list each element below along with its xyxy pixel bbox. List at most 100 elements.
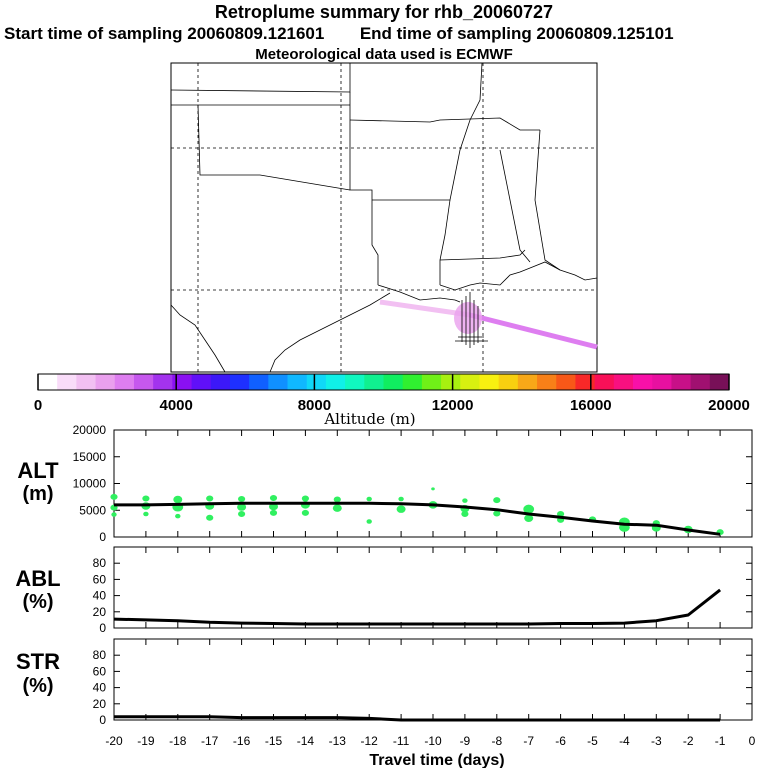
x-tick-label: -7 — [523, 734, 534, 748]
y-tick-label: 0 — [99, 621, 106, 635]
x-tick-label: -4 — [619, 734, 630, 748]
y-tick-label: 20000 — [73, 423, 107, 437]
colorbar-tick-label: 20000 — [708, 397, 750, 414]
y-tick-label: 20 — [93, 605, 107, 619]
colorbar-swatch — [306, 374, 327, 390]
y-tick-label: 10000 — [73, 477, 107, 491]
scatter-point — [110, 493, 118, 500]
x-tick-label: -13 — [329, 734, 347, 748]
colorbar-swatch — [383, 374, 404, 390]
colorbar-tick-label: 16000 — [570, 397, 612, 414]
scatter-point — [175, 513, 181, 519]
scatter-point — [206, 514, 214, 521]
colorbar-tick-label: 8000 — [298, 397, 331, 414]
y-tick-label: 80 — [93, 556, 107, 570]
scatter-point — [333, 496, 341, 503]
x-tick-label: -11 — [393, 734, 410, 748]
colorbar-swatch — [229, 374, 250, 390]
colorbar-swatch — [537, 374, 557, 390]
scatter-point — [111, 512, 117, 517]
map-boundaries — [170, 62, 598, 373]
alt-label: ALT — [17, 458, 59, 483]
scatter-point — [238, 496, 246, 503]
colorbar-tick-label: 0 — [34, 397, 42, 414]
scatter-point — [493, 510, 501, 517]
y-tick-label: 0 — [99, 530, 106, 544]
colorbar-swatch — [133, 374, 154, 390]
colorbar-swatch — [556, 374, 576, 390]
chart-title: Retroplume summary for rhb_20060727 — [214, 2, 554, 22]
str-label: STR — [16, 649, 60, 674]
colorbar-swatch — [709, 374, 730, 390]
end-time-label: End time of sampling 20060809.125101 — [359, 24, 674, 43]
str-panel-frame — [113, 638, 753, 721]
scatter-point — [523, 504, 535, 514]
abl-label: ABL — [15, 566, 60, 591]
x-tick-label: -15 — [265, 734, 283, 748]
scatter-point — [366, 496, 372, 502]
colorbar-swatch — [287, 374, 308, 390]
colorbar-swatch — [153, 374, 173, 390]
map-frame — [170, 62, 598, 373]
colorbar-swatch — [460, 374, 480, 390]
sampling-times: Start time of sampling 20060809.121601 E… — [4, 24, 768, 44]
scatter-point — [142, 495, 150, 502]
abl-unit: (%) — [22, 591, 53, 613]
y-tick-label: 80 — [93, 648, 107, 662]
scatter-point — [332, 504, 342, 512]
x-tick-label: -17 — [201, 734, 219, 748]
x-tick-label: -8 — [491, 734, 502, 748]
scatter-point — [462, 498, 468, 503]
x-tick-label: -10 — [424, 734, 442, 748]
y-tick-label: 15000 — [73, 450, 107, 464]
abl-plot: 0 20 40 60 80 — [93, 547, 753, 635]
scatter-point — [206, 495, 214, 502]
colorbar-swatch — [633, 374, 653, 390]
x-tick-label: -6 — [555, 734, 566, 748]
map-gridlines — [171, 63, 597, 372]
x-tick-label: 0 — [749, 734, 756, 748]
colorbar-swatch — [95, 374, 116, 390]
start-time-label: Start time of sampling 20060809.121601 — [4, 24, 325, 43]
met-data-label: Meteorological data used is ECMWF — [255, 46, 513, 63]
colorbar-swatch — [210, 374, 231, 390]
scatter-point — [173, 495, 183, 504]
colorbar-swatch — [76, 374, 96, 390]
x-tick-label: -3 — [651, 734, 662, 748]
scatter-point — [396, 505, 406, 513]
colorbar-tick-label: 4000 — [160, 397, 193, 414]
colorbar-label: Altitude (m) — [323, 410, 415, 428]
str-unit: (%) — [22, 675, 53, 697]
y-tick-label: 60 — [93, 572, 107, 586]
colorbar-swatch — [172, 374, 192, 390]
colorbar-swatch — [575, 374, 596, 390]
colorbar-ticks: 0 4000 8000 12000 16000 20000 — [34, 374, 750, 414]
plot-layer: 0 5000 10000 15000 20000 0 20 40 60 80 0 20 40 60 80 -2… — [73, 423, 756, 748]
abl-panel-frame — [113, 546, 753, 629]
colorbar-swatch — [479, 374, 500, 390]
colorbar-swatch — [38, 374, 58, 390]
scatter-point — [431, 487, 435, 491]
map-panel — [170, 62, 598, 373]
scatter-point — [398, 496, 404, 502]
x-tick-label: -14 — [297, 734, 315, 748]
alt-series-line — [114, 501, 721, 536]
y-tick-label: 60 — [93, 664, 107, 678]
colorbar-swatch — [690, 374, 711, 390]
alt-plot: 0 5000 10000 15000 20000 — [73, 423, 753, 544]
scatter-point — [557, 510, 565, 517]
abl-series-line — [113, 588, 722, 626]
y-tick-label: 20 — [93, 697, 107, 711]
scatter-point — [269, 509, 278, 516]
colorbar-swatch — [594, 374, 615, 390]
colorbar-swatch — [613, 374, 634, 390]
y-tick-label: 40 — [93, 589, 107, 603]
x-tick-label: -12 — [361, 734, 379, 748]
x-tick-label: -5 — [587, 734, 598, 748]
str-series-line — [114, 715, 721, 722]
retroplume-trajectory — [379, 292, 598, 350]
scatter-point — [269, 494, 278, 501]
x-tick-label: -9 — [460, 734, 471, 748]
altitude-colorbar — [37, 373, 730, 391]
